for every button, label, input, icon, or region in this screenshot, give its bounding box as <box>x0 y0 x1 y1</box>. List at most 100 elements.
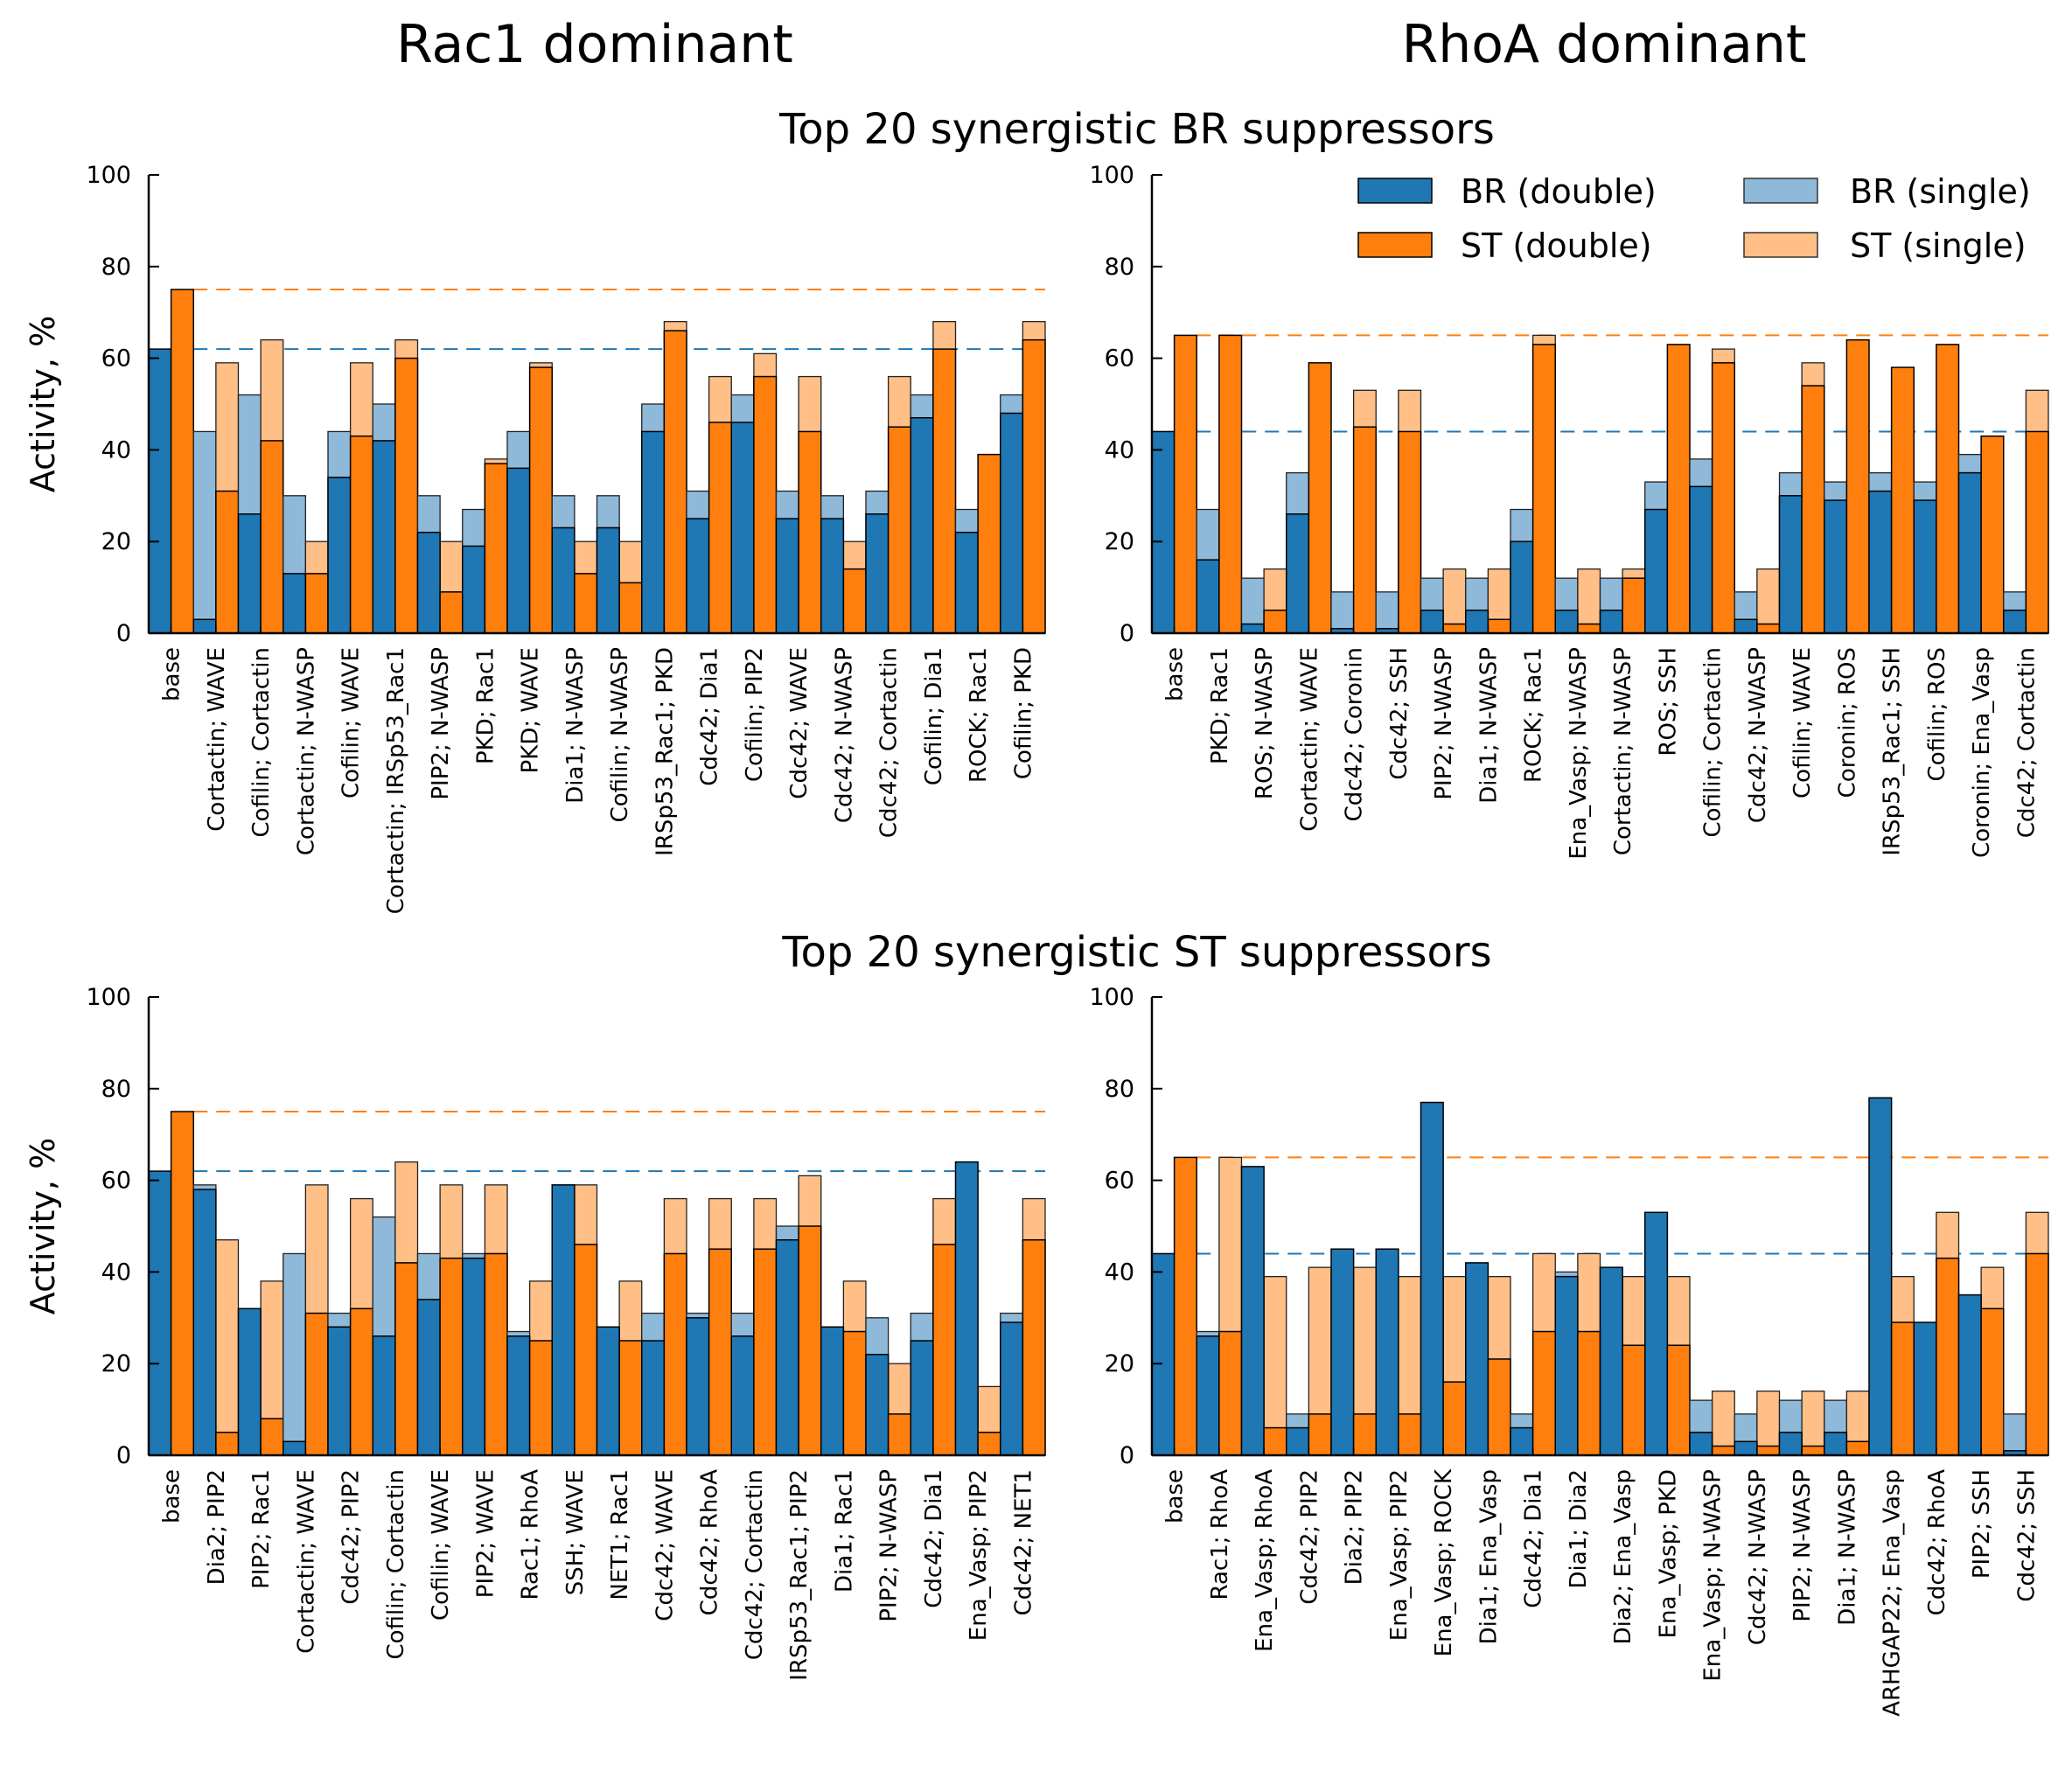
bar-st-double <box>2025 1252 2049 1456</box>
x-tick-label: ROS; N-WASP <box>1252 647 1278 799</box>
x-tick-label: Cdc42; WAVE <box>652 1469 678 1621</box>
bar-st-double <box>977 453 1001 634</box>
legend-label-br-double: BR (double) <box>1461 172 1657 211</box>
x-tick-label: PIP2; N-WASP <box>1789 1469 1816 1622</box>
x-tick-label: Dia2; PIP2 <box>1342 1469 1368 1585</box>
bar-st-double <box>215 490 240 634</box>
bar-st-double <box>528 1340 553 1456</box>
bar-br-double <box>1510 540 1534 634</box>
legend-swatch-st-single <box>1743 232 1818 258</box>
bar-st-double <box>574 1244 598 1456</box>
x-tick-label: base <box>1162 647 1189 701</box>
bar-br-double <box>1375 1248 1399 1456</box>
bar-st-double <box>1398 1413 1422 1456</box>
bar-st-double <box>1531 344 1556 634</box>
bar-br-double <box>1465 1262 1489 1456</box>
bar-br-double <box>1151 430 1176 634</box>
x-tick-label: Cortactin; N-WASP <box>293 647 319 855</box>
x-tick-label: Ena_Vasp; PIP2 <box>1386 1469 1413 1641</box>
bar-br-double <box>641 1340 666 1456</box>
bar-st-double <box>1622 1344 1646 1456</box>
y-tick-label: 80 <box>1105 1076 1134 1103</box>
bar-st-double <box>1442 623 1467 634</box>
y-tick-label: 80 <box>101 254 131 281</box>
bar-br-double <box>1465 610 1489 634</box>
bar-st-double <box>708 1248 732 1456</box>
bar-st-double <box>170 289 194 634</box>
bar-st-double <box>1263 1426 1287 1456</box>
bar-st-double <box>1845 1440 1870 1456</box>
bar-st-double <box>2025 430 2049 634</box>
x-tick-label: ROCK; Rac1 <box>966 647 992 783</box>
bar-st-double <box>1263 610 1287 634</box>
x-tick-label: Cofilin; WAVE <box>1789 647 1816 798</box>
bar-br-double <box>1599 1266 1623 1456</box>
top-section-title: Top 20 synergistic BR suppressors <box>779 105 1495 154</box>
y-tick-label: 60 <box>1105 1168 1134 1195</box>
bar-br-double <box>596 526 620 634</box>
y-tick-label: 20 <box>101 1350 131 1377</box>
x-tick-label: Cofilin; WAVE <box>428 1469 454 1621</box>
x-tick-label: Cdc42; SSH <box>1386 647 1413 780</box>
x-tick-label: Coronin; ROS <box>1834 647 1860 798</box>
bar-br-single <box>1375 591 1399 634</box>
bar-st-double <box>932 1244 957 1456</box>
bar-br-double <box>730 1335 755 1456</box>
x-tick-label: Cofilin; Cortactin <box>383 1469 409 1659</box>
x-tick-label: Cdc42; Dia1 <box>1521 1469 1547 1608</box>
bar-st-single <box>1801 1390 1825 1456</box>
bar-st-double <box>528 366 553 634</box>
bar-br-double <box>1286 513 1310 634</box>
x-tick-label: Cdc42; Cortactin <box>2013 647 2040 838</box>
bar-br-double <box>1240 623 1265 634</box>
bar-br-double <box>372 440 396 634</box>
bar-br-double <box>462 545 486 634</box>
x-tick-label: Ena_Vasp; N-WASP <box>1700 1469 1727 1682</box>
chart-panel-3: base Dia2; PIP2 PIP2; Rac1 Cortactin; WAVE C… <box>24 984 1046 1681</box>
y-tick-label: 60 <box>101 345 131 373</box>
bar-br-double <box>1286 1426 1310 1456</box>
bar-br-double <box>1868 490 1893 634</box>
x-tick-label: Cofilin; WAVE <box>338 647 365 798</box>
y-tick-label: 0 <box>1120 620 1134 647</box>
bar-br-double <box>954 1161 979 1456</box>
bar-br-double <box>1554 610 1579 634</box>
legend-swatch-br-single <box>1743 178 1818 204</box>
bar-br-double <box>954 531 979 634</box>
bar-st-double <box>1936 1257 1960 1456</box>
bar-st-single <box>1442 568 1467 634</box>
bar-st-double <box>753 1248 778 1456</box>
bar-br-double <box>1000 1321 1024 1456</box>
bar-br-double <box>686 1317 710 1456</box>
bar-br-double <box>775 1238 799 1456</box>
chart-panel-4: base Rac1; RhoA Ena_Vasp; RhoA Cdc42; PIP2 D… <box>1089 984 2049 1717</box>
x-tick-label: Cdc42; N-WASP <box>1745 647 1771 823</box>
bar-st-double <box>1308 1413 1332 1456</box>
bar-br-double <box>775 518 799 634</box>
bar-br-double <box>192 1189 217 1456</box>
bar-br-double <box>865 1353 889 1456</box>
bar-br-double <box>237 1307 262 1456</box>
x-tick-label: IRSp53_Rac1; PIP2 <box>786 1469 813 1681</box>
bar-st-double <box>1218 334 1243 634</box>
bar-br-double <box>1689 485 1713 634</box>
bar-st-single <box>215 1239 240 1456</box>
x-tick-label: PIP2; N-WASP <box>1431 647 1457 800</box>
bar-st-double <box>977 1432 1001 1456</box>
legend-swatch-st-double <box>1357 232 1433 258</box>
x-tick-label: Dia1; N-WASP <box>1476 647 1502 804</box>
x-tick-label: Ena_Vasp; PIP2 <box>966 1469 992 1641</box>
x-tick-label: Cortactin; N-WASP <box>1610 647 1636 855</box>
x-tick-label: Cofilin; Dia1 <box>921 647 947 785</box>
x-tick-label: base <box>1162 1469 1189 1523</box>
y-tick-label: 20 <box>101 528 131 555</box>
x-tick-label: Cofilin; Cortactin <box>1700 647 1727 837</box>
bar-st-double <box>1980 435 2005 634</box>
bar-st-double <box>1308 362 1332 634</box>
bar-br-double <box>1420 1101 1444 1456</box>
x-tick-label: IRSp53_Rac1; PKD <box>652 647 678 856</box>
chart-panel-1: base Cortactin; WAVE Cofilin; Cortactin Cor… <box>24 162 1046 914</box>
bar-st-double <box>170 1111 194 1456</box>
x-tick-label: Cortactin; WAVE <box>1296 647 1322 832</box>
bar-st-double <box>1711 362 1735 634</box>
